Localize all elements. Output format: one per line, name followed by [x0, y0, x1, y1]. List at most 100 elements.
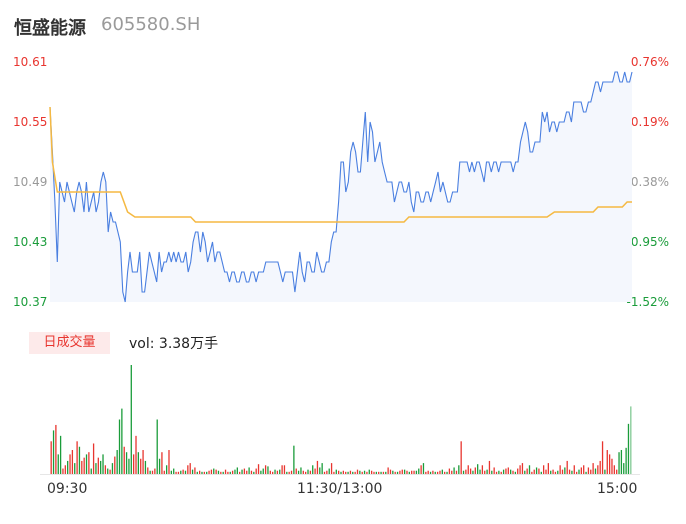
volume-bar [76, 441, 78, 474]
volume-bar [302, 470, 304, 474]
volume-bar [554, 471, 557, 474]
volume-bar [498, 470, 500, 474]
volume-bar [597, 465, 599, 474]
price-axis-label: 10.37 [13, 295, 48, 309]
volume-bar [472, 470, 474, 474]
volume-bar [227, 471, 229, 474]
price-axis-label: 10.49 [13, 175, 48, 189]
volume-bar [305, 471, 307, 474]
volume-bar [274, 469, 276, 474]
volume-bar [264, 465, 267, 474]
volume-bar [316, 460, 319, 474]
volume-bar [486, 469, 488, 474]
volume-bar [74, 463, 76, 474]
time-axis-label-close: 15:00 [597, 481, 638, 497]
volume-bar [267, 466, 269, 474]
volume-bar [81, 460, 83, 474]
volume-bar [469, 468, 472, 474]
volume-tab-button[interactable]: 日成交量 [29, 332, 110, 354]
volume-bar [69, 454, 71, 474]
volume-bar [354, 471, 356, 474]
volume-bar [177, 471, 180, 474]
volume-bar [224, 469, 227, 474]
volume-bar [180, 470, 182, 474]
volume-bar [453, 467, 455, 474]
volume-bar [550, 470, 552, 474]
volume-bar [293, 445, 295, 474]
volume-bar [173, 468, 175, 474]
volume-bar [387, 467, 389, 474]
volume-bar [396, 471, 399, 474]
volume-bar [564, 467, 566, 474]
volume-bar [170, 470, 172, 474]
volume-bar [307, 469, 309, 474]
volume-bar [206, 471, 208, 474]
volume-bar [535, 467, 538, 474]
price-axis-label: 10.55 [13, 115, 48, 129]
volume-bar [107, 468, 109, 474]
volume-bar [380, 471, 382, 474]
volume-bar [616, 469, 618, 474]
volume-bar [229, 471, 231, 474]
volume-bar [241, 469, 243, 474]
volume-bar [147, 467, 149, 474]
volume-bar [250, 470, 253, 474]
price-axis-label: 10.43 [13, 235, 48, 249]
volume-bar [342, 470, 345, 474]
volume-bar [347, 471, 349, 474]
volume-bar [510, 469, 512, 474]
volume-bar [100, 460, 102, 474]
volume-bar [474, 467, 476, 474]
volume-bar [92, 443, 95, 474]
volume-bar [118, 419, 121, 474]
volume-bar [345, 471, 347, 474]
volume-bar [462, 470, 465, 474]
volume-bar [573, 465, 575, 474]
volume-bar [90, 468, 92, 474]
volume-bar [528, 465, 531, 474]
volume-bar [500, 471, 502, 474]
volume-bar [545, 469, 547, 474]
volume-bar [439, 470, 441, 474]
volume-bar [198, 470, 201, 474]
volume-bar [542, 465, 545, 474]
volume-bar [123, 446, 125, 474]
volume-bar [314, 468, 316, 474]
volume-bar [290, 470, 293, 474]
volume-bar [140, 458, 142, 474]
volume-bar [370, 470, 373, 474]
volume-bar [514, 471, 517, 474]
volume-bar [349, 470, 352, 474]
volume-bar [613, 465, 615, 474]
volume-bar [557, 470, 559, 474]
volume-bar [239, 471, 241, 474]
volume-bar [248, 467, 250, 474]
volume-bar [363, 470, 366, 474]
volume-bar [465, 469, 467, 474]
volume-bar [479, 469, 481, 474]
volume-bar [196, 471, 198, 474]
volume-bar [95, 463, 97, 474]
time-axis-label-open: 09:30 [47, 481, 88, 497]
volume-bar [335, 469, 337, 474]
volume-bar [255, 468, 257, 474]
volume-bar [279, 469, 281, 474]
volume-bar [481, 465, 484, 474]
volume-bar [55, 424, 57, 474]
volume-bar [394, 471, 396, 474]
volume-bar [375, 471, 377, 474]
volume-bar [201, 471, 203, 474]
volume-bar [488, 460, 491, 474]
volume-bar [406, 470, 408, 474]
volume-bar [436, 471, 439, 474]
volume-bar [517, 468, 519, 474]
volume-bar [62, 468, 64, 474]
volume-bar [149, 470, 151, 474]
volume-bar [309, 470, 312, 474]
volume-bar [321, 463, 323, 474]
volume-bar [524, 470, 526, 474]
volume-bar [262, 468, 264, 474]
volume-bar [295, 468, 297, 474]
volume-bar [625, 447, 627, 474]
volume-bar [135, 435, 137, 474]
